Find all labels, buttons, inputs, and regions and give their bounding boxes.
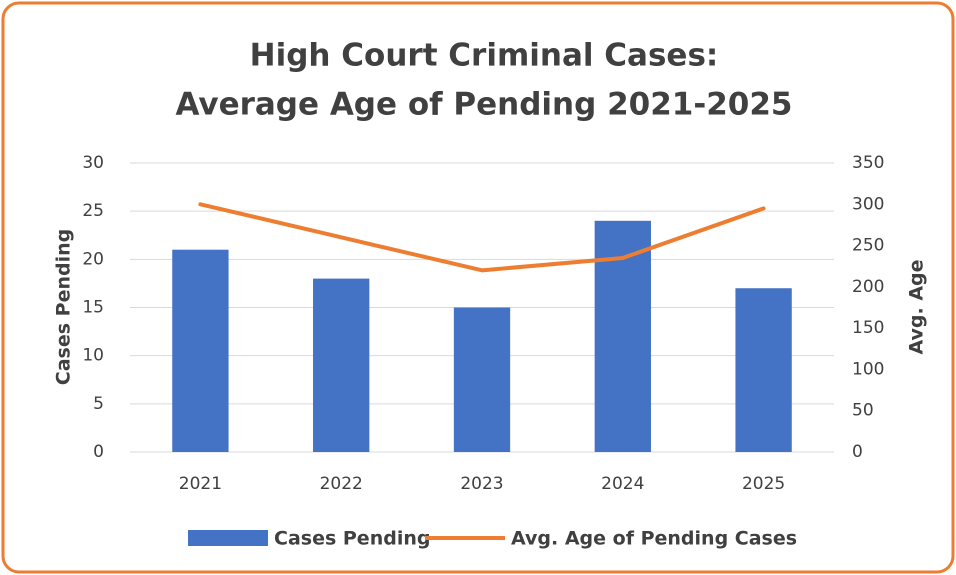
y-tick-label: 10 [82, 346, 104, 366]
y-tick-label: 25 [82, 201, 104, 221]
y-tick-label: 30 [82, 153, 104, 173]
x-tick-label: 2023 [460, 474, 503, 494]
y-tick-label: 5 [93, 394, 104, 414]
line [198, 202, 766, 273]
x-tick-label: 2021 [179, 474, 222, 494]
y2-tick-label: 150 [852, 318, 884, 338]
bar [594, 220, 651, 452]
x-tick-label: 2022 [320, 474, 363, 494]
legend-label: Cases Pending [274, 528, 430, 550]
y-tick-label: 15 [82, 298, 104, 318]
y2-tick-label: 350 [852, 153, 884, 173]
y-tick-label: 20 [82, 249, 104, 269]
y2-tick-label: 250 [852, 236, 884, 256]
legend-label: Avg. Age of Pending Cases [511, 528, 797, 550]
y-axis-label: Cases Pending [53, 229, 75, 385]
bar [172, 249, 229, 452]
y2-axis-label: Avg. Age [906, 259, 928, 354]
bar [735, 288, 792, 452]
chart-title: High Court Criminal Cases: [250, 38, 719, 74]
x-tick-label: 2024 [601, 474, 644, 494]
y2-tick-label: 300 [852, 194, 884, 214]
y2-tick-label: 50 [852, 401, 874, 421]
y2-tick-label: 100 [852, 359, 884, 379]
bar [453, 307, 511, 452]
x-tick-label: 2025 [742, 474, 785, 494]
y2-tick-label: 0 [852, 442, 863, 462]
y-tick-label: 0 [93, 442, 104, 462]
y2-tick-label: 200 [852, 277, 884, 297]
legend-swatch [188, 530, 268, 546]
chart-title: Average Age of Pending 2021-2025 [175, 87, 792, 123]
bar [313, 278, 370, 452]
